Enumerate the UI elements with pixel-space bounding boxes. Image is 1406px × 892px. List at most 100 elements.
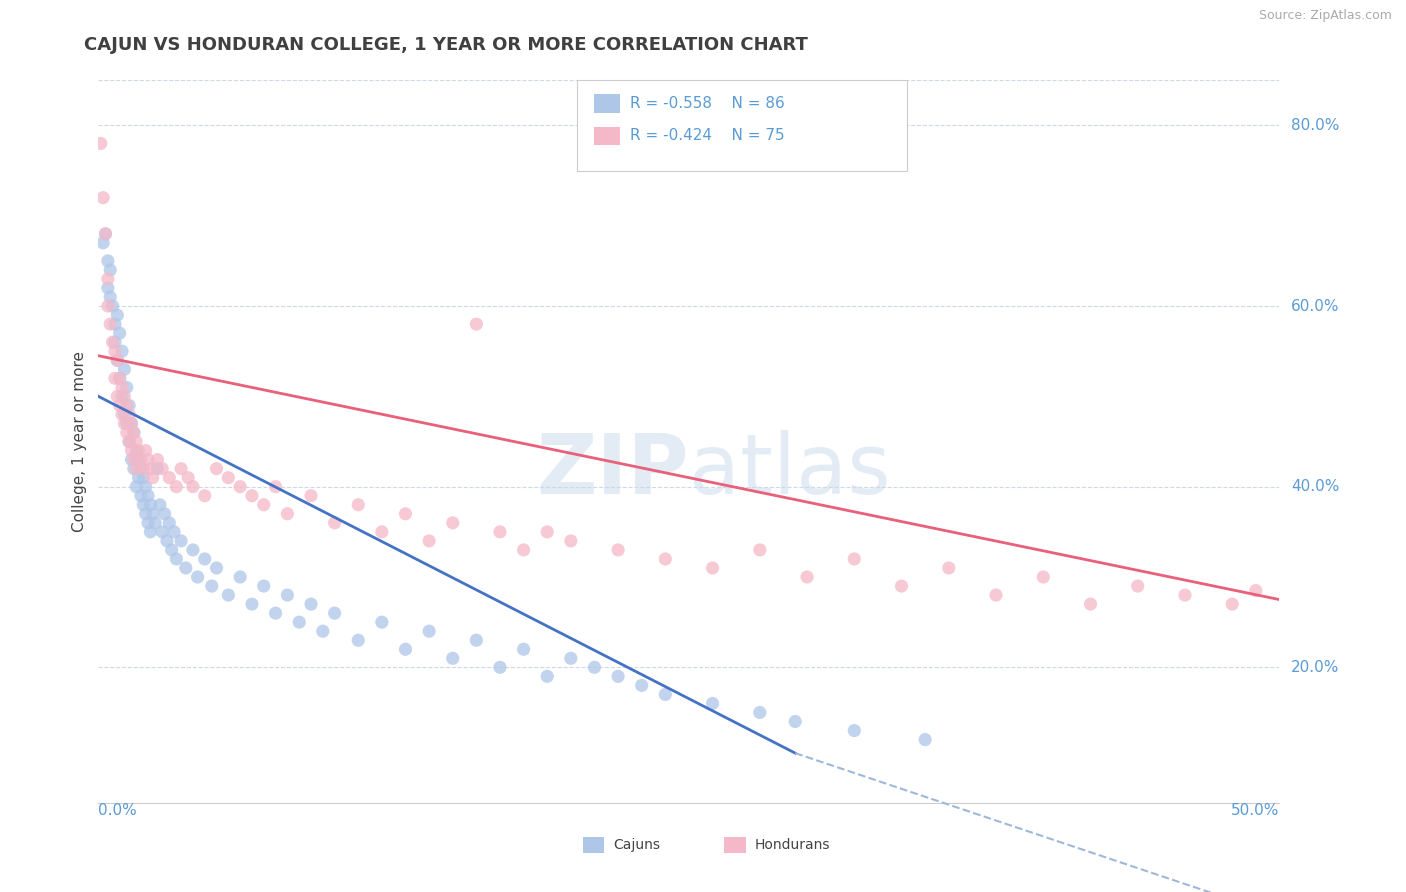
Text: ZIP: ZIP xyxy=(537,430,689,511)
Point xyxy=(143,516,166,530)
Point xyxy=(323,606,346,620)
Point xyxy=(607,542,630,557)
Point xyxy=(136,489,159,503)
Point xyxy=(132,471,155,485)
Point xyxy=(844,723,866,738)
Text: Source: ZipAtlas.com: Source: ZipAtlas.com xyxy=(1258,9,1392,22)
Y-axis label: College, 1 year or more: College, 1 year or more xyxy=(72,351,87,532)
Bar xyxy=(595,94,620,112)
Point xyxy=(312,624,335,639)
Text: 60.0%: 60.0% xyxy=(1291,299,1340,314)
Point xyxy=(1244,583,1267,598)
Point xyxy=(111,389,134,403)
Point xyxy=(217,588,239,602)
Text: R = -0.558    N = 86: R = -0.558 N = 86 xyxy=(630,96,785,111)
Point xyxy=(125,443,148,458)
Point xyxy=(121,443,143,458)
Point xyxy=(560,651,582,665)
Point xyxy=(101,335,124,350)
Point xyxy=(253,498,276,512)
Point xyxy=(139,498,162,512)
Text: R = -0.424    N = 75: R = -0.424 N = 75 xyxy=(630,128,785,144)
Point xyxy=(118,398,141,412)
Point xyxy=(630,678,652,692)
Point xyxy=(844,552,866,566)
Point xyxy=(125,434,148,449)
Bar xyxy=(595,127,620,145)
Point xyxy=(112,389,135,403)
Point xyxy=(105,389,128,403)
Point xyxy=(174,561,197,575)
Point xyxy=(108,326,131,340)
Text: 50.0%: 50.0% xyxy=(1232,803,1279,818)
Point xyxy=(111,408,134,422)
Point xyxy=(194,489,217,503)
Point xyxy=(1032,570,1054,584)
Text: 80.0%: 80.0% xyxy=(1291,118,1340,133)
Point xyxy=(890,579,912,593)
Point xyxy=(156,533,179,548)
Point xyxy=(142,507,165,521)
Point xyxy=(984,588,1007,602)
Point xyxy=(160,542,183,557)
Point xyxy=(489,524,512,539)
Text: 40.0%: 40.0% xyxy=(1291,479,1340,494)
Point xyxy=(101,299,124,313)
Point xyxy=(129,489,152,503)
Point xyxy=(276,507,298,521)
Point xyxy=(702,697,724,711)
Point xyxy=(136,452,159,467)
Point xyxy=(149,498,172,512)
Point xyxy=(97,299,120,313)
FancyBboxPatch shape xyxy=(576,80,907,170)
Point xyxy=(97,272,120,286)
Point xyxy=(748,542,770,557)
Text: 0.0%: 0.0% xyxy=(98,803,138,818)
Point xyxy=(132,498,155,512)
Point xyxy=(112,408,135,422)
Point xyxy=(121,417,143,431)
Point xyxy=(98,290,121,304)
Point xyxy=(104,371,127,385)
Point xyxy=(465,317,488,331)
Point xyxy=(135,507,157,521)
Point xyxy=(177,471,200,485)
Point xyxy=(240,597,263,611)
Point xyxy=(1220,597,1243,611)
Point xyxy=(135,480,157,494)
Point xyxy=(115,417,138,431)
Point xyxy=(108,371,131,385)
Point xyxy=(181,480,204,494)
Point xyxy=(170,533,193,548)
Point xyxy=(91,235,114,250)
Point xyxy=(201,579,224,593)
Point xyxy=(489,660,512,674)
Point xyxy=(194,552,217,566)
Point xyxy=(105,353,128,368)
Point xyxy=(536,669,558,683)
Point xyxy=(371,615,394,630)
Point xyxy=(115,398,138,412)
Text: Hondurans: Hondurans xyxy=(755,838,831,853)
Point xyxy=(205,561,228,575)
Point xyxy=(128,471,150,485)
Point xyxy=(418,624,440,639)
Point xyxy=(108,398,131,412)
Point xyxy=(240,489,263,503)
Point xyxy=(105,308,128,322)
Point xyxy=(115,380,138,394)
Point xyxy=(299,597,322,611)
Point xyxy=(122,452,145,467)
Point xyxy=(129,461,152,475)
Point xyxy=(654,552,676,566)
Point xyxy=(536,524,558,539)
Point xyxy=(276,588,298,602)
Point xyxy=(702,561,724,575)
Point xyxy=(157,516,180,530)
Point xyxy=(115,425,138,440)
Point xyxy=(142,471,165,485)
Point xyxy=(785,714,807,729)
Point xyxy=(104,335,127,350)
Point xyxy=(118,434,141,449)
Point xyxy=(104,344,127,359)
